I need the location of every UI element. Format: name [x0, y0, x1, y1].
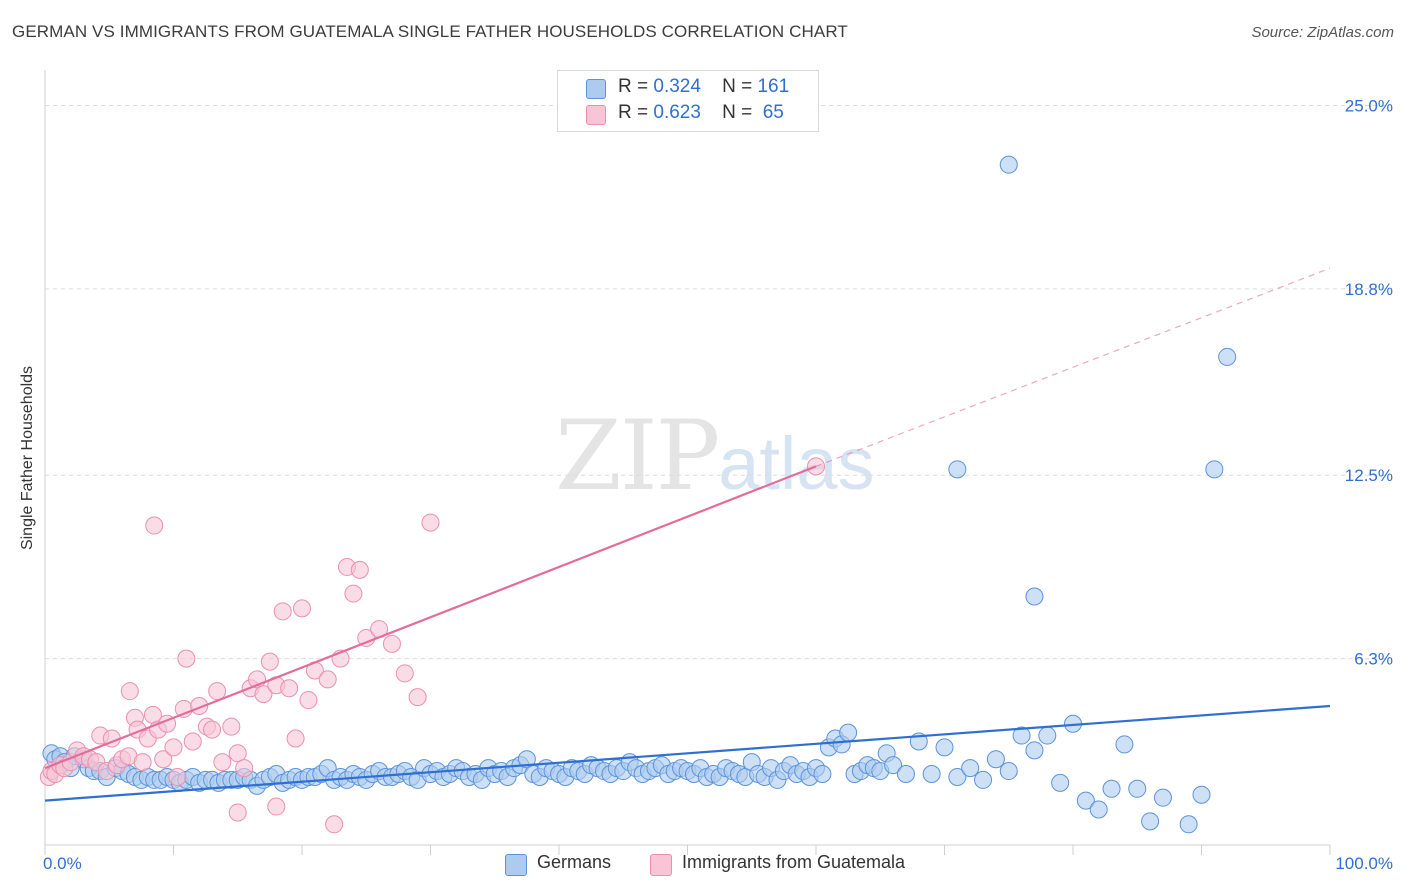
guatemala-swatch [586, 105, 606, 125]
guatemala-point [382, 634, 401, 653]
guatemala-point [228, 803, 247, 822]
guatemala-point [203, 720, 222, 739]
guatemala-point [267, 797, 286, 816]
guatemala-point [293, 599, 311, 618]
germans-point [1115, 735, 1134, 754]
x-tick-label: 100.0% [1335, 854, 1393, 873]
guatemala-point [344, 584, 363, 603]
guatemala-point [280, 679, 299, 698]
guatemala-trend-line [44, 465, 817, 770]
germans-point [1076, 791, 1095, 810]
guatemala-point [213, 753, 232, 772]
stats-legend: R = 0.324 N = 161 R = 0.623 N = 65 [557, 70, 819, 132]
legend-swatch-germans [505, 854, 527, 876]
guatemala-point [421, 513, 440, 532]
guatemala-point [408, 688, 427, 707]
germans-point [1025, 587, 1044, 606]
y-tick-label: 12.5% [1345, 466, 1393, 485]
source-label: Source: ZipAtlas.com [1251, 24, 1394, 41]
germans-point [999, 762, 1018, 781]
legend-label-germans: Germans [537, 852, 612, 872]
germans-point [1179, 815, 1198, 834]
germans-point [1128, 779, 1147, 798]
germans-point [839, 723, 858, 742]
germans-point [1025, 741, 1044, 760]
guatemala-point [133, 753, 152, 772]
guatemala-point [183, 732, 202, 751]
germans-point [948, 460, 967, 479]
guatemala-r-label: R = [618, 102, 649, 123]
germans-point [961, 759, 980, 778]
guatemala-n-value: 65 [762, 102, 784, 123]
watermark-zip: ZIP [555, 400, 720, 512]
germans-r-value: 0.324 [653, 76, 701, 97]
guatemala-point [164, 738, 183, 757]
legend-label-guatemala: Immigrants from Guatemala [682, 852, 906, 872]
guatemala-point [235, 759, 254, 778]
germans-point [1192, 785, 1211, 804]
germans-n-value: 161 [757, 76, 790, 97]
y-tick-label: 6.3% [1354, 650, 1393, 669]
watermark-atlas: atlas [718, 422, 875, 505]
germans-point [974, 770, 993, 789]
guatemala-point [395, 664, 414, 683]
germans-point [1089, 800, 1108, 819]
germans-point [948, 767, 967, 786]
guatemala-point [222, 717, 241, 736]
x-tick-label: 0.0% [43, 854, 82, 873]
guatemala-point [168, 767, 187, 786]
guatemala-point [254, 685, 273, 704]
guatemala-point [120, 682, 139, 701]
guatemala-stats: R = 0.623 N = 65 [618, 102, 784, 124]
guatemala-point [318, 670, 337, 689]
guatemala-trend-extension [815, 267, 1331, 467]
germans-point [999, 155, 1018, 174]
germans-point [922, 765, 941, 784]
guatemala-n-label: N = [722, 102, 753, 123]
guatemala-point [286, 729, 305, 748]
guatemala-point [325, 815, 344, 834]
germans-swatch [586, 79, 606, 99]
germans-n-label: N = [722, 76, 753, 97]
germans-point [935, 738, 954, 757]
germans-point [1218, 347, 1237, 366]
germans-stats: R = 0.324 N = 161 [618, 76, 789, 98]
germans-point [1102, 779, 1121, 798]
guatemala-r-value: 0.623 [653, 102, 701, 123]
germans-point [1038, 726, 1057, 745]
germans-point [813, 765, 832, 784]
germans-point [896, 765, 915, 784]
guatemala-point [350, 560, 369, 579]
y-tick-label: 25.0% [1345, 96, 1393, 115]
germans-r-label: R = [618, 76, 649, 97]
guatemala-point [299, 691, 318, 710]
guatemala-point [273, 602, 292, 621]
germans-point [1153, 788, 1172, 807]
germans-point [884, 756, 903, 775]
germans-trend-line [44, 704, 1331, 802]
guatemala-point [208, 682, 227, 701]
watermark: ZIPatlas [555, 400, 875, 512]
guatemala-point [145, 516, 164, 535]
guatemala-point [260, 652, 279, 671]
guatemala-point [177, 649, 196, 668]
chart-title: GERMAN VS IMMIGRANTS FROM GUATEMALA SING… [12, 22, 848, 41]
guatemala-point [154, 750, 173, 769]
germans-point [1205, 460, 1224, 479]
germans-point [1051, 773, 1070, 792]
y-tick-label: 18.8% [1345, 280, 1393, 299]
legend-swatch-guatemala [650, 854, 672, 876]
germans-point [986, 750, 1005, 769]
germans-point [1012, 726, 1031, 745]
germans-point [1141, 812, 1160, 831]
